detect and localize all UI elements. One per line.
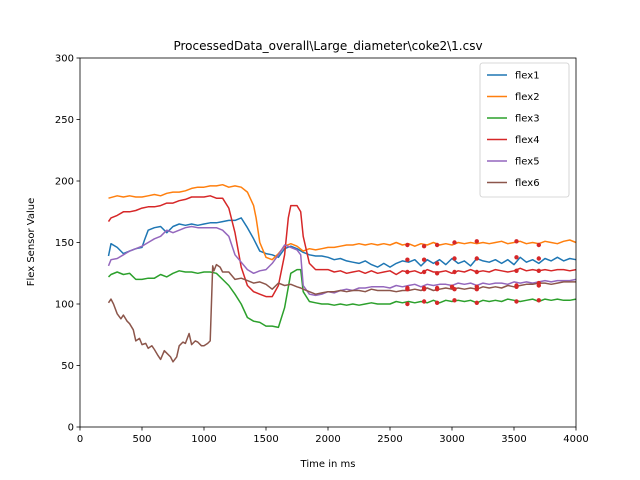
peak-marker (536, 242, 541, 248)
x-tick-label: 500 (132, 434, 151, 445)
peak-marker (452, 298, 457, 303)
peak-marker (474, 300, 479, 305)
series-line-flex3 (107, 268, 577, 329)
peak-marker (405, 269, 410, 275)
series-line-flex2 (108, 183, 577, 261)
x-tick-label: 3500 (501, 434, 526, 445)
peak-marker (405, 257, 410, 262)
legend: flex1 flex2 flex3 flex4 flex5 flex6 (479, 62, 570, 198)
series-line-flex4 (107, 195, 577, 298)
peak-marker (452, 240, 457, 245)
y-tick-label: 100 (55, 300, 74, 311)
y-tick-label: 150 (55, 238, 74, 249)
peak-marker (405, 301, 410, 307)
peak-marker (474, 239, 479, 244)
y-tick-label: 0 (68, 423, 74, 434)
peak-marker (434, 285, 440, 291)
peak-marker (434, 300, 440, 305)
peak-marker (536, 256, 541, 261)
peak-marker (421, 244, 427, 249)
peak-marker (421, 269, 427, 275)
peak-marker (514, 255, 519, 260)
peak-marker (514, 283, 519, 288)
peak-marker (536, 298, 541, 303)
x-tick-label: 2500 (377, 434, 402, 445)
series-line-flex1 (107, 217, 577, 268)
peak-marker (421, 285, 427, 291)
axes: 0 500 1000 1500 2000 2500 3000 3500 4000 0 50 100 15… (55, 54, 589, 446)
legend-label-flex1: flex1 (515, 71, 540, 82)
peak-marker (514, 268, 519, 273)
legend-label-flex4: flex4 (515, 135, 540, 146)
peak-marker (434, 271, 440, 276)
y-tick-label: 200 (55, 177, 74, 188)
legend-label-flex2: flex2 (515, 92, 540, 103)
x-tick-label: 3000 (439, 434, 464, 445)
x-tick-label: 0 (77, 434, 83, 445)
y-tick-label: 300 (55, 54, 74, 65)
x-tick-label: 2000 (315, 434, 340, 445)
peak-marker (514, 299, 519, 304)
peak-marker (452, 269, 457, 275)
peak-marker (536, 283, 541, 288)
peak-marker (536, 268, 541, 273)
legend-label-flex6: flex6 (515, 178, 540, 189)
peak-marker (474, 269, 479, 275)
y-axis-title: Flex Sensor Value (26, 198, 37, 287)
peak-marker (514, 239, 519, 244)
chart-title: ProcessedData_overall\Large_diameter\cok… (173, 39, 482, 53)
peak-marker (434, 242, 440, 248)
x-axis-title: Time in ms (300, 459, 356, 470)
peak-marker (449, 284, 455, 289)
plot-area (107, 183, 577, 363)
legend-box (479, 62, 570, 198)
x-tick-label: 1000 (191, 434, 216, 445)
peak-marker (474, 284, 479, 289)
peak-marker (405, 242, 410, 248)
peak-marker (421, 299, 427, 304)
peak-marker (434, 261, 440, 266)
peak-marker (405, 285, 410, 291)
peak-marker (452, 256, 457, 261)
peak-marker (474, 256, 479, 261)
peak-marker (421, 257, 427, 262)
x-tick-label: 4000 (563, 434, 588, 445)
x-tick-label: 1500 (253, 434, 278, 445)
y-tick-label: 250 (55, 115, 74, 126)
y-tick-label: 50 (61, 361, 74, 372)
legend-label-flex3: flex3 (515, 114, 540, 125)
legend-label-flex5: flex5 (515, 157, 540, 168)
